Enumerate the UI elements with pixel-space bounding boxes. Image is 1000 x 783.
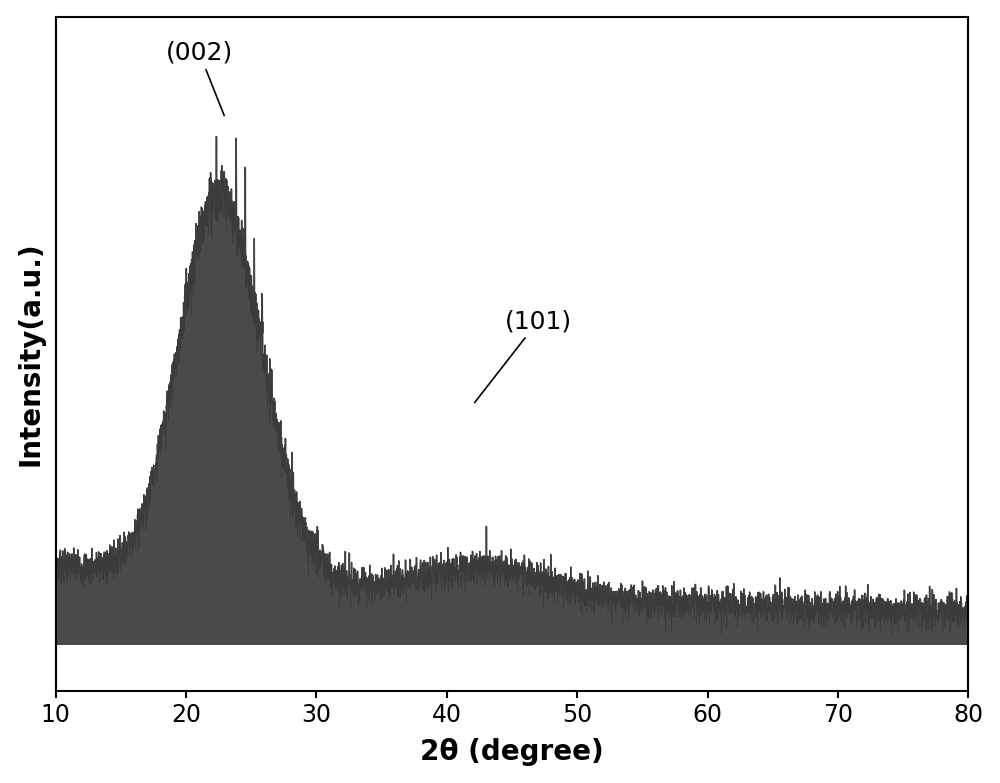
X-axis label: 2θ (degree): 2θ (degree): [420, 738, 604, 767]
Text: (101): (101): [475, 309, 572, 402]
Y-axis label: Intensity(a.u.): Intensity(a.u.): [17, 242, 45, 467]
Text: (002): (002): [166, 41, 233, 116]
